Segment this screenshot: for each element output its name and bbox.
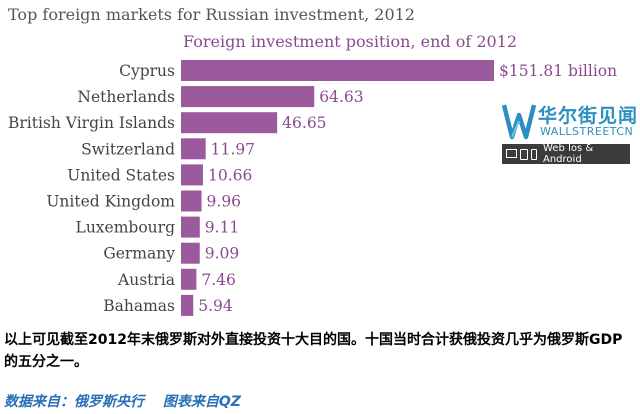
bar	[181, 216, 200, 238]
tablet-icon	[520, 148, 528, 160]
category-label: Cyprus	[119, 62, 175, 80]
value-label: 10.66	[208, 166, 252, 184]
bar	[181, 268, 197, 290]
bar-chart: Cyprus $151.81 billion Netherlands 64.63 Bri…	[8, 60, 617, 316]
category-label: British Virgin Islands	[8, 114, 175, 132]
category-label: Netherlands	[77, 88, 175, 106]
category-label: United States	[67, 166, 175, 184]
value-label: 64.63	[319, 88, 363, 106]
bar	[181, 138, 206, 160]
platform-text: Web Ios & Android	[543, 143, 594, 165]
phone-icon	[531, 148, 537, 160]
value-label: 9.11	[205, 219, 240, 237]
bar	[181, 112, 278, 134]
bar	[181, 164, 203, 186]
logo-mark-icon	[502, 104, 536, 140]
bar	[181, 60, 494, 81]
monitor-icon	[506, 148, 517, 158]
chart-title: Top foreign markets for Russian investme…	[8, 5, 416, 24]
value-label: 9.09	[205, 245, 240, 263]
wallstreetcn-logo: 华尔街见闻 WALLSTREETCN	[502, 101, 637, 163]
bar	[181, 294, 194, 316]
category-label: Switzerland	[81, 140, 175, 158]
logo-name-cn: 华尔街见闻	[538, 105, 639, 127]
category-label: Luxembourg	[76, 219, 176, 237]
value-label: 46.65	[282, 114, 326, 132]
bar	[181, 190, 202, 212]
category-label: Bahamas	[103, 297, 175, 315]
value-label: $151.81 billion	[499, 62, 617, 80]
value-label: 5.94	[198, 297, 233, 315]
category-label: Germany	[103, 245, 175, 263]
caption-text: 以上可见截至2012年末俄罗斯对外直接投资十大目的国。十国当时合计获俄投资几乎为…	[4, 332, 623, 370]
value-label: 9.96	[207, 193, 242, 211]
bar	[181, 86, 315, 108]
value-label: 7.46	[201, 271, 236, 289]
value-label: 11.97	[211, 140, 255, 158]
chart-subtitle: Foreign investment position, end of 2012	[183, 32, 518, 51]
platform-bar: Web Ios & Android	[502, 143, 630, 165]
source-text: 数据来自：俄罗斯央行 图表来自QZ	[4, 394, 241, 410]
logo-name-en: WALLSTREETCN	[540, 125, 634, 138]
bar	[181, 242, 200, 264]
category-label: Austria	[117, 271, 175, 289]
category-label: United Kingdom	[46, 193, 175, 211]
